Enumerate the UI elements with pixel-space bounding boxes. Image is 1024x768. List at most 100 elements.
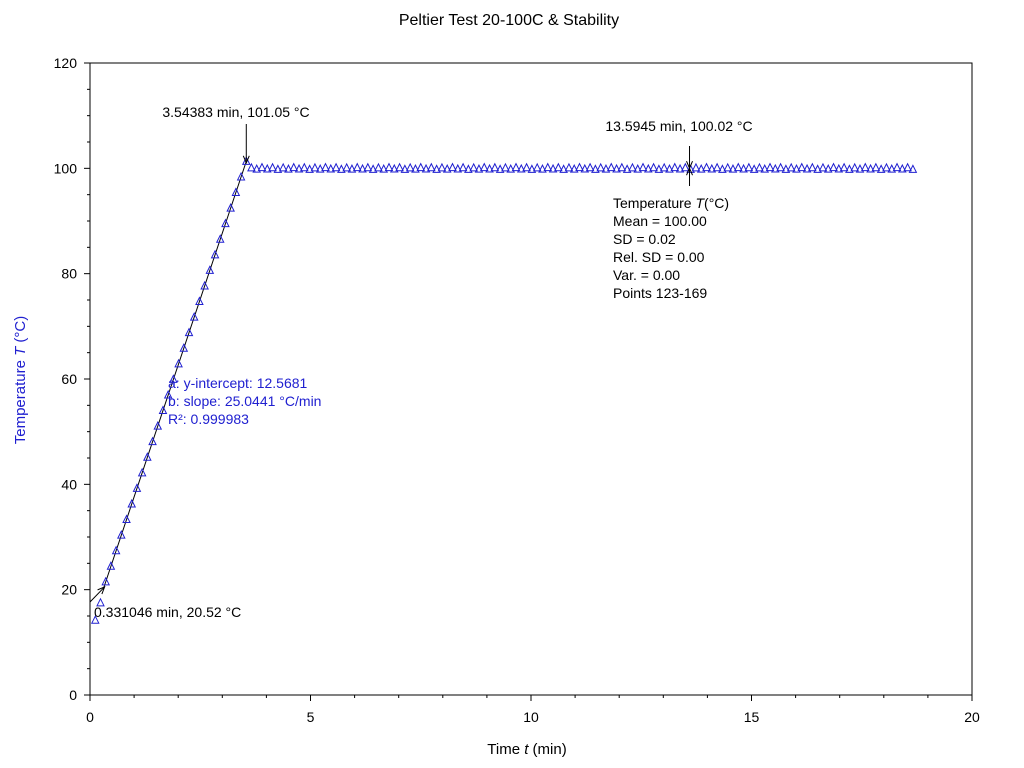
data-point bbox=[252, 164, 262, 173]
data-point bbox=[585, 162, 595, 172]
data-point bbox=[257, 162, 267, 172]
data-point bbox=[871, 162, 881, 172]
data-point bbox=[665, 164, 674, 173]
data-point bbox=[179, 343, 189, 352]
data-point bbox=[384, 162, 394, 172]
data-point bbox=[416, 162, 426, 172]
data-point bbox=[707, 163, 717, 173]
data-point bbox=[337, 164, 346, 173]
data-point bbox=[892, 162, 902, 172]
data-point bbox=[158, 405, 168, 415]
x-tick-label: 0 bbox=[86, 709, 94, 725]
data-point bbox=[739, 163, 748, 173]
x-tick-label: 15 bbox=[744, 709, 760, 725]
data-point bbox=[273, 164, 283, 173]
data-point bbox=[855, 164, 865, 173]
data-point bbox=[278, 162, 288, 172]
data-point bbox=[617, 162, 627, 172]
data-point bbox=[659, 162, 669, 172]
stats-points: Points 123-169 bbox=[613, 285, 707, 301]
data-point bbox=[829, 162, 838, 172]
data-point bbox=[241, 156, 251, 165]
data-point bbox=[818, 162, 828, 172]
annotation-start-arrow bbox=[89, 586, 105, 603]
data-point bbox=[696, 164, 706, 173]
fit-slope-text: b: slope: 25.0441 °C/min bbox=[168, 393, 321, 409]
data-point bbox=[358, 163, 367, 173]
data-markers bbox=[90, 156, 918, 624]
data-point bbox=[305, 164, 314, 173]
data-point bbox=[755, 162, 764, 172]
data-point bbox=[448, 162, 457, 172]
stats-var: Var. = 0.00 bbox=[613, 267, 680, 283]
data-point bbox=[184, 327, 194, 337]
stats-sd: SD = 0.02 bbox=[613, 231, 676, 247]
annotations: 0.331046 min, 20.52 °C 3.54383 min, 101.… bbox=[89, 104, 753, 620]
data-point bbox=[411, 164, 420, 173]
annotation-peak-arrowhead bbox=[242, 155, 250, 165]
data-point bbox=[654, 164, 664, 173]
data-point bbox=[321, 162, 330, 172]
chart-title: Peltier Test 20-100C & Stability bbox=[399, 12, 619, 29]
annotation-start-arrowhead bbox=[97, 586, 106, 595]
annotation-peak-label: 3.54383 min, 101.05 °C bbox=[162, 104, 309, 120]
data-point bbox=[289, 162, 299, 172]
data-point bbox=[389, 163, 399, 173]
data-point bbox=[792, 164, 801, 173]
data-point bbox=[649, 162, 658, 172]
data-point bbox=[612, 163, 621, 173]
x-axis-label: Time t (min) bbox=[487, 741, 566, 758]
x-tick-label: 5 bbox=[307, 709, 315, 725]
data-point bbox=[823, 164, 833, 173]
data-point bbox=[866, 163, 875, 173]
data-point bbox=[554, 162, 563, 172]
data-point bbox=[723, 162, 732, 172]
data-point bbox=[643, 163, 653, 173]
data-point bbox=[776, 162, 785, 172]
data-point bbox=[638, 162, 648, 172]
data-point bbox=[527, 164, 537, 173]
x-axis: 0 5 10 15 20 bbox=[86, 695, 980, 725]
data-point bbox=[294, 163, 304, 173]
data-point bbox=[691, 162, 701, 172]
data-point bbox=[728, 164, 738, 173]
data-point bbox=[374, 162, 383, 172]
data-point bbox=[342, 162, 351, 172]
y-tick-label: 80 bbox=[61, 266, 77, 282]
data-point bbox=[596, 162, 605, 172]
data-point bbox=[908, 164, 918, 173]
y-tick-label: 120 bbox=[54, 55, 78, 71]
y-axis-label: Temperature T (°C) bbox=[12, 316, 29, 445]
data-point bbox=[633, 164, 643, 173]
data-point bbox=[538, 164, 547, 173]
data-point bbox=[479, 162, 489, 172]
data-point bbox=[106, 561, 116, 570]
data-point bbox=[681, 162, 690, 172]
data-point bbox=[543, 162, 553, 172]
data-point bbox=[802, 163, 812, 173]
data-point bbox=[205, 265, 215, 274]
data-point bbox=[117, 530, 126, 539]
data-point bbox=[221, 218, 230, 228]
data-point bbox=[300, 162, 309, 172]
data-point bbox=[310, 162, 320, 172]
data-point bbox=[786, 162, 796, 172]
data-point bbox=[174, 358, 183, 368]
data-point bbox=[363, 162, 373, 172]
data-point bbox=[839, 162, 849, 172]
data-point bbox=[231, 187, 241, 197]
data-point bbox=[137, 467, 147, 477]
data-point bbox=[122, 514, 131, 524]
data-point bbox=[96, 597, 105, 607]
fit-line bbox=[102, 161, 247, 590]
data-point bbox=[153, 420, 163, 430]
data-point bbox=[569, 164, 579, 173]
data-point bbox=[606, 162, 616, 172]
data-point bbox=[511, 162, 521, 172]
data-point bbox=[860, 162, 870, 172]
y-axis: 0 20 40 60 80 100 120 bbox=[54, 55, 90, 703]
data-point bbox=[808, 162, 817, 172]
data-point bbox=[236, 171, 246, 181]
y-tick-label: 20 bbox=[61, 582, 77, 598]
